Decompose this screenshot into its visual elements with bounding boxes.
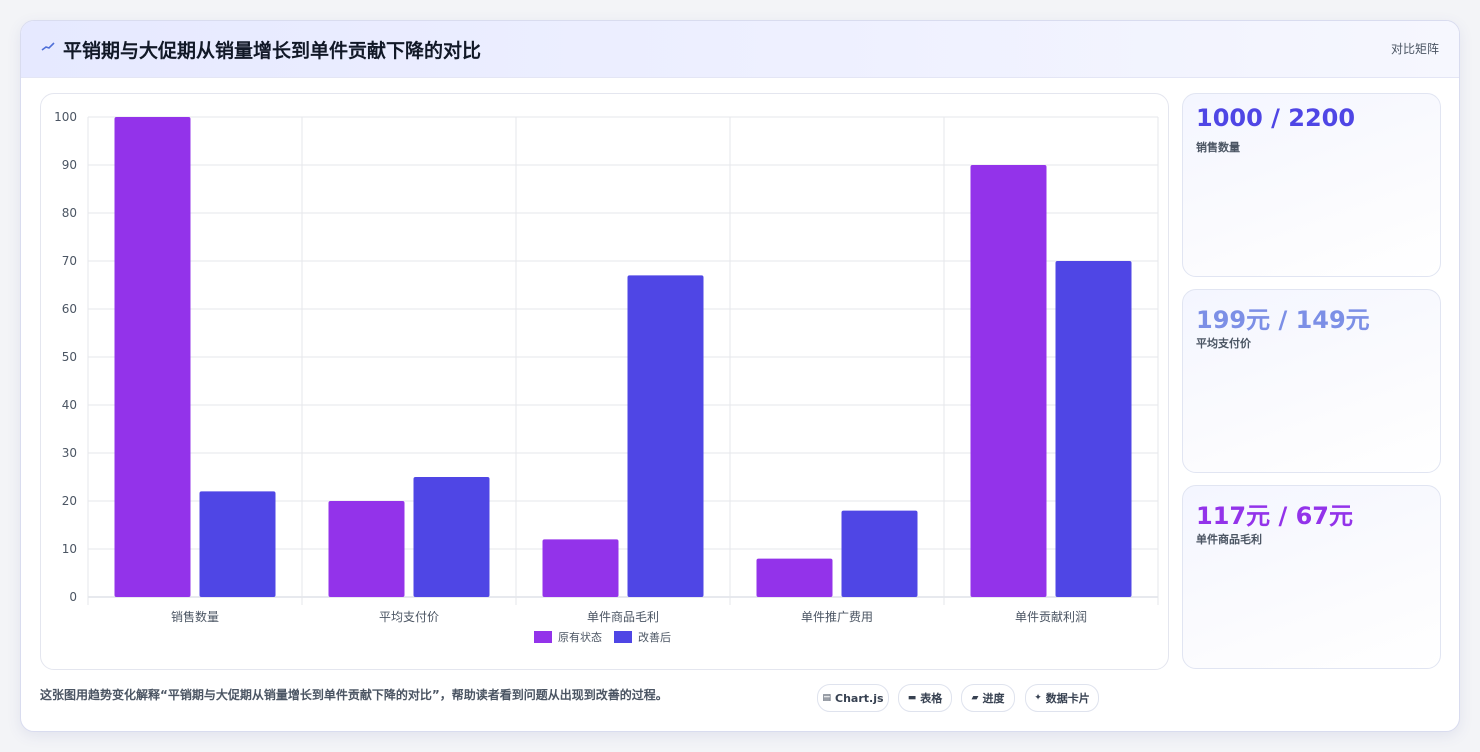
chip-label: Chart.js [835,691,884,705]
bar [756,558,833,597]
page-title: 平销期与大促期从销量增长到单件贡献下降的对比 [63,40,482,62]
chart-icon: ▤ [822,693,831,703]
x-tick-label: 平均支付价 [379,610,439,624]
x-tick-label: 单件贡献利润 [1015,609,1087,624]
table-icon: ▬ [907,693,917,703]
card-header: 平销期与大促期从销量增长到单件贡献下降的对比 对比矩阵 [21,21,1459,78]
kpi-label: 平均支付价 [1196,337,1251,350]
kpi-card-unit-margin: 117元 / 67元 单件商品毛利 [1182,485,1441,669]
kpi-card-avg-price: 199元 / 149元 平均支付价 [1182,289,1441,473]
bar [542,539,619,597]
chart-card: 平销期与大促期从销量增长到单件贡献下降的对比 对比矩阵 0 10 20 30 40 50 6… [20,20,1460,732]
chip-label: 数据卡片 [1045,692,1090,705]
y-tick-label: 20 [62,494,77,508]
header-tag: 对比矩阵 [1390,42,1439,56]
bar [627,275,704,597]
sparkle-icon: ✦ [1034,693,1042,703]
y-tick-label: 40 [62,398,77,412]
x-tick-label: 单件商品毛利 [587,609,659,624]
kpi-card-sales-qty: 1000 / 2200 销售数量 [1182,93,1441,277]
chart-panel: 0 10 20 30 40 50 60 70 80 90 100 销售数量 平均支付价 单件商品毛利 单件推… [40,93,1169,670]
bar [841,510,918,597]
y-tick-label: 100 [54,110,77,124]
kpi-label: 单件商品毛利 [1196,533,1262,546]
bar [1055,261,1132,597]
legend-label: 原有状态 [558,630,602,644]
y-tick-label: 60 [62,302,77,316]
legend-swatch [614,631,632,643]
bar [328,501,405,597]
legend-label: 改善后 [638,630,671,644]
bar [970,165,1047,597]
progress-icon: ▰ [971,693,979,703]
chip-chartjs[interactable]: ▤ Chart.js [817,684,889,712]
y-tick-label: 80 [62,206,77,220]
x-tick-label: 单件推广费用 [801,610,873,624]
chip-table[interactable]: ▬ 表格 [898,684,952,712]
bar-chart: 0 10 20 30 40 50 60 70 80 90 100 销售数量 平均支付价 单件商品毛利 单件推… [54,110,1159,644]
chip-data-card[interactable]: ✦ 数据卡片 [1025,684,1099,712]
y-tick-label: 50 [62,350,77,364]
trend-line-icon [41,40,57,56]
y-tick-label: 30 [62,446,77,460]
kpi-value: 199元 / 149元 [1196,306,1370,334]
x-tick-label: 销售数量 [171,609,219,624]
y-tick-label: 10 [62,542,77,556]
chip-progress[interactable]: ▰ 进度 [961,684,1015,712]
y-tick-label: 70 [62,254,77,268]
chip-label: 进度 [982,692,1005,705]
bar [114,117,191,597]
kpi-value: 1000 / 2200 [1196,104,1356,132]
legend-swatch [534,631,552,643]
y-tick-label: 0 [69,590,77,604]
chart-caption: 这张图用趋势变化解释“平销期与大促期从销量增长到单件贡献下降的对比”，帮助读者看… [40,688,668,702]
bar [413,477,490,597]
bar [199,491,276,597]
kpi-value: 117元 / 67元 [1196,502,1353,530]
kpi-label: 销售数量 [1196,141,1240,154]
chip-label: 表格 [920,692,943,705]
y-tick-label: 90 [62,158,77,172]
